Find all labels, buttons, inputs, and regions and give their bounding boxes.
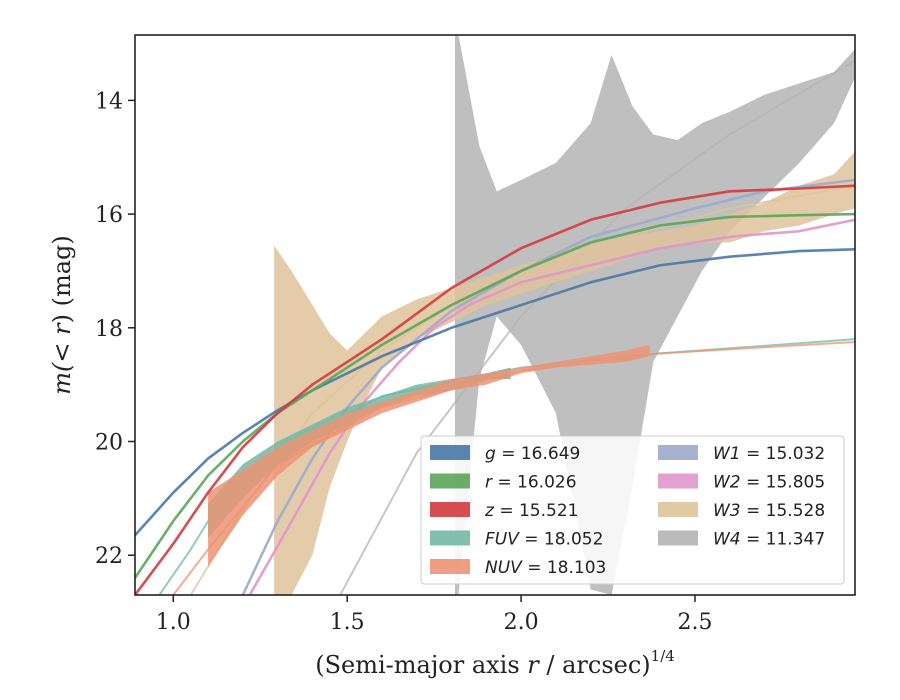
legend-swatch-fuv — [430, 530, 470, 546]
legend-swatch-r — [430, 473, 470, 489]
legend-value-w3: = 15.528 — [741, 501, 826, 521]
x-tick-label-2-0: 2.0 — [504, 610, 539, 635]
legend-value-r: = 16.026 — [492, 473, 577, 493]
band-fuv — [208, 367, 511, 539]
x-axis-label-suffix: / arcsec) — [539, 651, 651, 679]
legend-swatch-w4 — [658, 530, 698, 546]
y-tick-label-20: 20 — [95, 430, 123, 455]
legend-swatch-g — [430, 445, 470, 460]
legend-swatch-w1 — [658, 445, 698, 460]
legend-label-nuv: NUV = 18.103 — [485, 558, 606, 578]
legend-var-r: r — [485, 473, 493, 493]
line-g — [135, 248, 855, 537]
tick-layer: 1.0 1.5 2.0 2.5 14 16 18 20 22 — [95, 89, 713, 635]
legend-var-g: g — [485, 444, 496, 464]
line-w1 — [241, 178, 855, 595]
legend-var-w1: W1 — [713, 444, 741, 464]
legend-var-nuv: NUV — [485, 558, 523, 578]
legend-label-z: z = 15.521 — [484, 501, 578, 521]
legend-value-fuv: = 18.052 — [519, 530, 604, 550]
legend-value-w1: = 15.032 — [741, 444, 826, 464]
legend-value-w4: = 11.347 — [741, 530, 826, 550]
legend-label-w1: W1 = 15.032 — [713, 444, 825, 464]
legend-label-fuv: FUV = 18.052 — [485, 530, 603, 550]
x-axis-label-exponent: 1/4 — [651, 647, 675, 665]
y-tick-label-16: 16 — [95, 203, 123, 228]
plot-frame — [134, 34, 856, 596]
legend-label-w4: W4 = 11.347 — [713, 530, 825, 550]
legend-var-w3: W3 — [713, 501, 741, 521]
band-nuv — [208, 344, 650, 567]
legend-var-w4: W4 — [713, 530, 741, 550]
legend-frame — [420, 435, 845, 585]
legend-label-w2: W2 = 15.805 — [713, 473, 825, 493]
series-layer — [135, 35, 855, 595]
x-tick-label-1-5: 1.5 — [330, 610, 365, 635]
x-axis-label: (Semi-major axis r / arcsec)1/4 — [315, 647, 675, 679]
band-w4 — [455, 35, 855, 595]
y-tick-label-22: 22 — [95, 544, 123, 569]
legend-swatch-w3 — [658, 502, 698, 517]
legend-value-z: = 15.521 — [494, 501, 579, 521]
y-axis-label-unit: (mag) — [48, 235, 76, 314]
y-tick-label-18: 18 — [95, 317, 123, 342]
y-axis-label-open: m( — [48, 362, 76, 395]
legend-label-g: g = 16.649 — [485, 444, 580, 464]
legend-var-w2: W2 — [713, 473, 741, 493]
model-line-nuv — [172, 341, 855, 595]
legend-swatch-nuv — [430, 559, 470, 574]
y-tick-label-14: 14 — [95, 89, 123, 114]
legend-swatch-z — [430, 502, 470, 517]
y-axis-label-close: ) — [48, 314, 76, 323]
y-axis-label-var: < r — [48, 322, 76, 363]
line-z — [135, 184, 855, 595]
line-w2 — [248, 218, 855, 595]
x-axis-label-prefix: (Semi-major axis — [315, 651, 527, 679]
line-r — [135, 212, 855, 579]
legend-var-fuv: FUV — [485, 530, 520, 550]
y-axis-label: m(< r) (mag) — [48, 235, 76, 395]
legend-label-w3: W3 = 15.528 — [713, 501, 825, 521]
legend-value-nuv: = 18.103 — [522, 558, 607, 578]
legend-value-w2: = 15.805 — [741, 473, 826, 493]
legend-label-r: r = 16.026 — [485, 473, 577, 493]
x-tick-label-1-0: 1.0 — [156, 610, 191, 635]
legend-swatch-w2 — [658, 473, 698, 489]
legend-var-z: z — [484, 501, 495, 521]
x-tick-label-2-5: 2.5 — [678, 610, 713, 635]
x-axis-label-var: r — [527, 651, 540, 679]
legend-value-g: = 16.649 — [496, 444, 581, 464]
